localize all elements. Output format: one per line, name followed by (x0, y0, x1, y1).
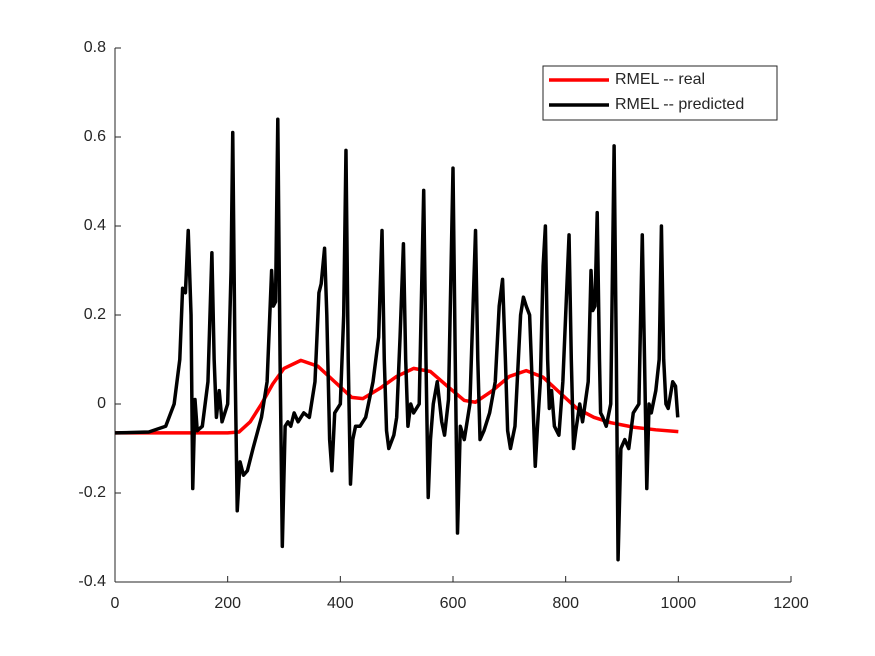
y-tick-label: 0.2 (84, 306, 106, 323)
x-tick-label: 400 (327, 595, 354, 612)
y-tick-label: 0.4 (84, 217, 106, 234)
legend-box (542, 65, 778, 121)
legend-label: RMEL -- predicted (615, 96, 744, 113)
x-tick-label: 600 (440, 595, 467, 612)
legend-label: RMEL -- real (615, 71, 705, 88)
x-tick-label: 800 (552, 595, 579, 612)
y-tick-label: 0.6 (84, 128, 106, 145)
y-tick-label: -0.4 (78, 573, 106, 590)
y-tick-label: -0.2 (78, 484, 106, 501)
x-tick-label: 0 (111, 595, 120, 612)
y-tick-label: 0.8 (84, 39, 106, 56)
y-tick-label: 0 (97, 395, 106, 412)
x-tick-label: 1000 (661, 595, 697, 612)
x-tick-label: 200 (214, 595, 241, 612)
x-tick-label: 1200 (773, 595, 809, 612)
series-line (114, 117, 680, 562)
